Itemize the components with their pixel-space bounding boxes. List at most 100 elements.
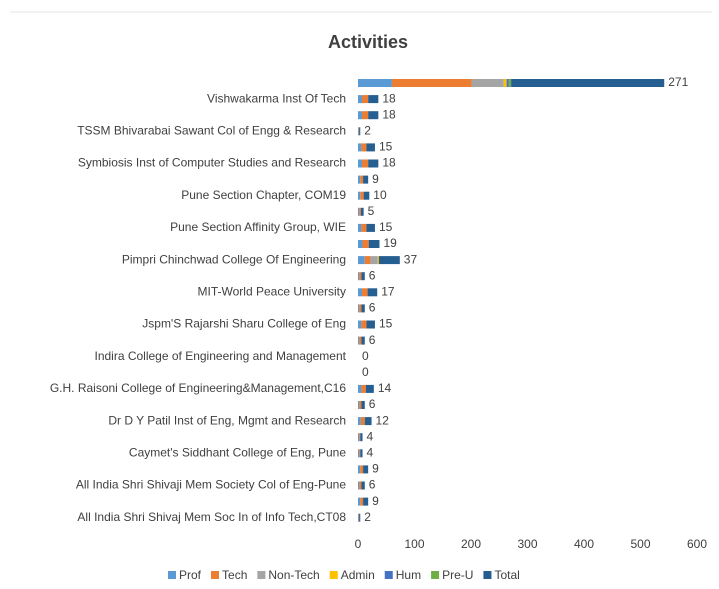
x-tick-label: 100 xyxy=(404,537,424,551)
bar-segment xyxy=(359,207,361,216)
bar-segment xyxy=(358,95,362,104)
bar-segment xyxy=(358,240,363,248)
y-tick-label: MIT-World Peace University xyxy=(198,284,346,298)
bar-segment xyxy=(358,433,360,442)
bar-segment xyxy=(508,79,512,87)
data-label: 271 xyxy=(668,75,688,89)
bar-segment xyxy=(377,256,379,265)
data-label: 0 xyxy=(362,349,369,363)
bar-segment xyxy=(361,223,367,232)
bar-segment xyxy=(358,288,362,297)
data-label: 18 xyxy=(382,91,396,105)
x-tick-label: 300 xyxy=(517,537,537,551)
y-tick-label: Pune Section Affinity Group, WIE xyxy=(170,220,346,234)
bar-segment xyxy=(360,417,365,426)
y-tick-label: Dr D Y Patil Inst of Eng, Mgmt and Resea… xyxy=(108,413,346,427)
y-tick-label: Pune Section Chapter, COM19 xyxy=(181,188,346,202)
bar-segment xyxy=(359,272,362,281)
data-label: 4 xyxy=(367,445,374,459)
x-tick-label: 0 xyxy=(355,537,362,551)
bar-segment xyxy=(368,95,379,104)
bar-segment xyxy=(358,465,361,474)
data-label: 6 xyxy=(369,397,376,411)
data-label: 15 xyxy=(379,220,393,234)
bar-segment xyxy=(358,513,360,522)
bar-segment xyxy=(361,304,365,313)
data-label: 18 xyxy=(382,107,396,121)
bar-segment xyxy=(359,401,362,409)
legend-swatch xyxy=(483,571,492,579)
legend-swatch xyxy=(329,571,338,579)
bar-segment xyxy=(358,175,361,184)
bar-segment xyxy=(361,336,365,345)
data-label: 5 xyxy=(368,204,375,218)
bar-segment xyxy=(358,449,360,458)
legend-label: Non-Tech xyxy=(268,568,319,582)
bar-segment xyxy=(364,256,371,265)
bar-segment xyxy=(511,79,665,87)
legend-swatch xyxy=(384,571,393,579)
chart-title: Activities xyxy=(328,32,408,52)
y-tick-label: G.H. Raisoni College of Engineering&Mana… xyxy=(50,381,346,395)
data-label: 10 xyxy=(373,188,387,202)
bar-segment xyxy=(503,79,507,87)
bar-segment xyxy=(363,497,369,506)
bar-segment xyxy=(361,272,365,281)
bar-segment xyxy=(358,304,360,313)
bar-segment xyxy=(368,240,380,248)
bar-segment xyxy=(358,256,365,265)
data-label: 14 xyxy=(378,381,392,395)
bar-segment xyxy=(360,497,364,506)
data-label: 18 xyxy=(382,156,396,170)
y-tick-label: Pimpri Chinchwad College Of Engineering xyxy=(122,252,346,266)
data-label: 6 xyxy=(369,478,376,492)
bar-segment xyxy=(358,79,392,87)
legend-swatch xyxy=(257,571,266,579)
legend-label: Total xyxy=(494,568,519,582)
bar-segment xyxy=(360,465,364,474)
bar-segment xyxy=(359,513,361,522)
bar-segment xyxy=(391,79,472,87)
bar-segment xyxy=(359,304,362,313)
bar-segment xyxy=(363,191,370,200)
bar-segment xyxy=(365,384,374,393)
bar-segment xyxy=(368,111,379,120)
y-tick-label: Symbiosis Inst of Computer Studies and R… xyxy=(78,156,346,170)
bar-segment xyxy=(358,513,359,522)
legend-label: Hum xyxy=(396,568,421,582)
y-tick-label: TSSM Bhivarabai Sawant Col of Engg & Res… xyxy=(77,123,346,137)
data-label: 15 xyxy=(379,140,393,154)
bar-segment xyxy=(359,336,362,345)
bar-segment xyxy=(359,127,361,136)
bar-segment xyxy=(363,465,369,474)
bar-segment xyxy=(471,79,504,87)
legend-swatch xyxy=(211,571,220,579)
y-tick-label: Caymet's Siddhant College of Eng, Pune xyxy=(129,445,346,459)
bar-segment xyxy=(360,191,364,200)
bar-segment xyxy=(361,481,365,490)
bar-segment xyxy=(358,272,360,281)
data-label: 9 xyxy=(372,462,379,476)
y-tick-label: All India Shri Shivaj Mem Soc In of Info… xyxy=(77,510,346,524)
legend-label: Admin xyxy=(341,568,375,582)
bar-segment xyxy=(361,320,367,329)
data-label: 2 xyxy=(364,123,371,137)
bar-segment xyxy=(358,497,361,506)
bar-segment xyxy=(359,449,361,458)
bar-segment xyxy=(361,111,369,120)
bar-segment xyxy=(358,336,360,345)
bar-segment xyxy=(361,95,369,104)
bar-segment xyxy=(360,175,364,184)
bar-segment xyxy=(358,159,362,168)
bar-segment xyxy=(506,79,509,87)
bar-segment xyxy=(358,143,362,152)
y-tick-label: Vishwakarma Inst Of Tech xyxy=(207,91,346,105)
bar-segment xyxy=(370,256,378,265)
data-label: 2 xyxy=(364,510,371,524)
bar-segment xyxy=(361,401,365,409)
bar-segment xyxy=(361,143,367,152)
bar-segment xyxy=(366,320,375,329)
legend-label: Pre-U xyxy=(442,568,473,582)
x-tick-label: 500 xyxy=(630,537,650,551)
